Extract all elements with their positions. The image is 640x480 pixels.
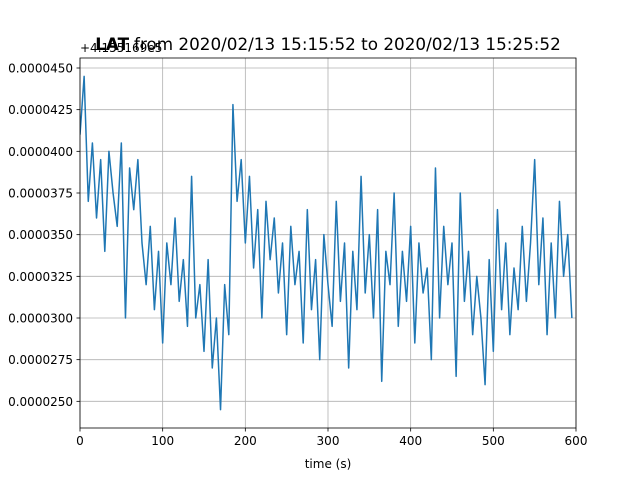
y-tick-label: 0.0000450 (8, 62, 73, 76)
x-axis-label: time (s) (305, 457, 352, 471)
x-tick-label: 600 (565, 434, 588, 448)
y-tick-label: 0.0000375 (8, 187, 73, 201)
y-tick-label: 0.0000275 (8, 353, 73, 367)
offset-label: +4.155169e5 (80, 41, 162, 55)
plot-frame (79, 57, 577, 429)
title-text: from 2020/02/13 15:15:52 to 2020/02/13 1… (134, 34, 561, 54)
chart-title: LAT from 2020/02/13 15:15:52 to 2020/02/1… (95, 34, 561, 54)
data-line (80, 75, 573, 411)
x-tick-label: 0 (76, 434, 84, 448)
title-bold: LAT (95, 34, 129, 54)
x-tick-label: 200 (234, 434, 257, 448)
x-tick-label: 100 (151, 434, 174, 448)
y-tick-label: 0.0000425 (8, 103, 73, 117)
x-tick-label: 400 (399, 434, 422, 448)
y-tick-label: 0.0000325 (8, 270, 73, 284)
y-tick-label: 0.0000400 (8, 145, 73, 159)
x-tick-label: 300 (317, 434, 340, 448)
y-tick-label: 0.0000350 (8, 228, 73, 242)
x-tick-label: 500 (482, 434, 505, 448)
y-tick-label: 0.0000250 (8, 395, 73, 409)
y-tick-label: 0.0000300 (8, 312, 73, 326)
